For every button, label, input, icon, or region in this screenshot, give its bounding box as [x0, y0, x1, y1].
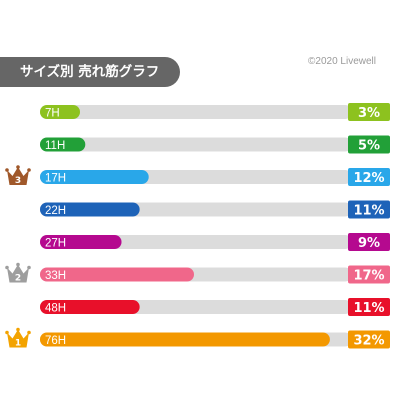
crown-shape [7, 167, 29, 185]
crown-tip [5, 330, 9, 335]
crown-tip [27, 330, 31, 335]
bar-category-label: 33H [45, 270, 66, 282]
bar-category-label: 48H [45, 303, 66, 315]
bar [40, 300, 140, 314]
crown-tip [16, 262, 20, 267]
crown-shape [7, 329, 29, 348]
chart-title: サイズ別 売れ筋グラフ [0, 57, 180, 87]
bar [40, 267, 194, 282]
bar [40, 332, 330, 347]
bar-row-33h: 33H 17% [40, 265, 390, 284]
bar-category-label: 27H [45, 238, 66, 250]
rank-number: 3 [15, 176, 21, 186]
bar-row-22h: 22H 11% [40, 200, 390, 219]
bar-track [40, 137, 352, 152]
value-badge [348, 103, 390, 121]
data-label: 11% [353, 204, 384, 219]
crown-icon: 2 [5, 262, 31, 284]
crown-tip [16, 327, 20, 332]
data-label: 17% [353, 269, 384, 284]
data-label: 3% [358, 106, 380, 121]
bar-track [40, 105, 352, 119]
bar-row-76h: 76H 32% [40, 330, 390, 349]
bar [40, 202, 140, 217]
crown-icon: 3 [5, 165, 31, 186]
value-badge [348, 330, 390, 349]
bar-row-48h: 48H 11% [40, 298, 390, 316]
rank-number: 2 [15, 274, 21, 284]
data-label: 12% [353, 171, 384, 186]
crown-tip [27, 168, 31, 172]
bar [40, 170, 149, 184]
bar-category-label: 7H [45, 108, 60, 120]
data-label: 11% [353, 301, 384, 316]
data-label: 5% [358, 139, 380, 154]
bar-row-11h: 11H 5% [40, 135, 390, 154]
bar-row-17h: 17H 12% [40, 168, 390, 186]
bar [40, 105, 80, 119]
crown-icon: 1 [5, 327, 31, 349]
crown-tip [27, 265, 31, 270]
value-badge [348, 135, 390, 154]
crown-tip [16, 165, 20, 169]
value-badge [348, 168, 390, 186]
rank-number: 1 [15, 339, 21, 349]
value-badge [348, 265, 390, 284]
bar-row-7h: 7H 3% [40, 103, 390, 121]
value-badge [348, 233, 390, 251]
value-badge [348, 200, 390, 219]
crown-shape [7, 264, 29, 283]
bar-category-label: 17H [45, 173, 66, 185]
data-label: 9% [358, 236, 380, 251]
value-badge [348, 298, 390, 316]
crown-tip [5, 168, 9, 172]
bar [40, 235, 122, 249]
bar-category-label: 11H [45, 140, 65, 152]
crown-tip [5, 265, 9, 270]
bar-category-label: 76H [45, 335, 66, 347]
data-label: 32% [353, 334, 384, 349]
bar [40, 137, 86, 152]
bar-category-label: 22H [45, 205, 66, 217]
bar-row-27h: 27H 9% [40, 233, 390, 251]
copyright-text: ©2020 Livewell [308, 56, 376, 67]
